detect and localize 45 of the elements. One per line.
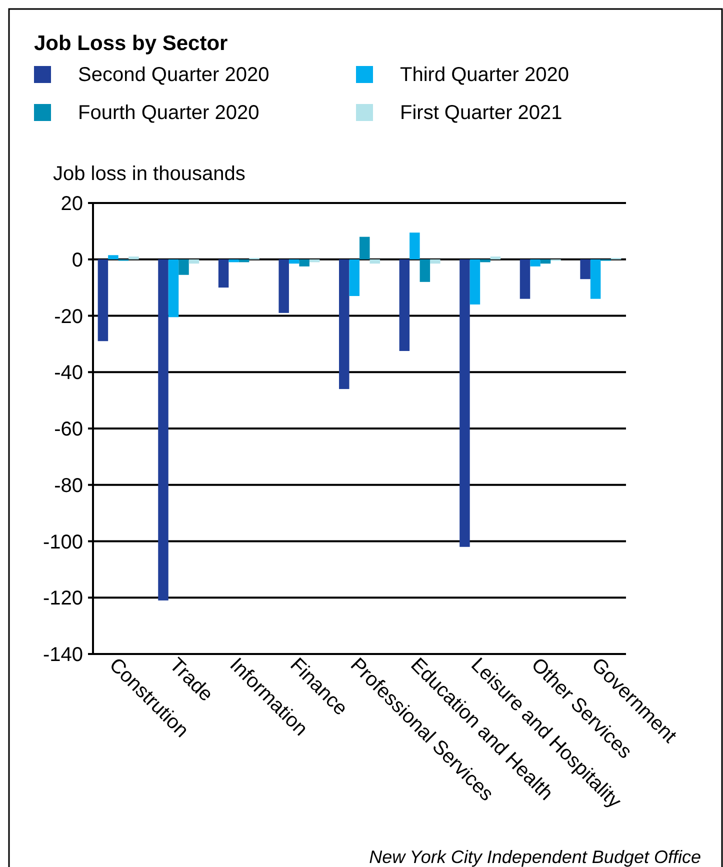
bar bbox=[410, 232, 420, 260]
bar bbox=[430, 259, 440, 264]
y-tick-label: -60 bbox=[54, 418, 83, 440]
bar bbox=[128, 256, 139, 260]
text: New York City Independent Budget Office bbox=[369, 847, 701, 867]
bar bbox=[399, 259, 410, 351]
legend-label: Second Quarter 2020 bbox=[78, 64, 270, 86]
bar bbox=[218, 259, 229, 288]
bar bbox=[480, 259, 490, 262]
bar bbox=[228, 259, 239, 262]
y-tick-label: -20 bbox=[54, 306, 83, 328]
y-tick-label: -40 bbox=[54, 362, 83, 384]
y-tick-label: 0 bbox=[72, 249, 83, 272]
bar bbox=[349, 259, 360, 296]
bar bbox=[178, 259, 189, 275]
chart-title: Job Loss by Sector bbox=[34, 32, 228, 55]
legend-label: Third Quarter 2020 bbox=[400, 64, 569, 86]
bar bbox=[288, 259, 300, 264]
bar bbox=[299, 259, 310, 266]
legend-label: First Quarter 2021 bbox=[400, 102, 562, 124]
bar bbox=[278, 259, 289, 313]
bar bbox=[490, 256, 501, 260]
bar bbox=[590, 259, 601, 299]
bar bbox=[168, 259, 179, 318]
bar bbox=[540, 259, 551, 264]
bar bbox=[360, 236, 370, 260]
bar bbox=[530, 259, 540, 266]
legend-label: Fourth Quarter 2020 bbox=[78, 102, 260, 124]
bar bbox=[460, 259, 470, 547]
y-tick-label: -100 bbox=[42, 531, 83, 554]
bar bbox=[108, 255, 118, 260]
bar bbox=[98, 259, 108, 342]
y-tick-label: 20 bbox=[60, 193, 83, 215]
bar bbox=[520, 259, 530, 299]
bar bbox=[470, 259, 480, 304]
bar bbox=[370, 259, 380, 264]
bar bbox=[188, 259, 200, 264]
y-tick-label: -80 bbox=[54, 474, 83, 497]
y-axis-title: Job loss in thousands bbox=[53, 163, 246, 185]
bar bbox=[339, 259, 350, 390]
y-tick-label: -120 bbox=[42, 588, 83, 610]
bar bbox=[420, 259, 430, 282]
y-tick-label: -140 bbox=[42, 644, 83, 666]
bar bbox=[158, 259, 168, 600]
bar bbox=[580, 259, 590, 280]
